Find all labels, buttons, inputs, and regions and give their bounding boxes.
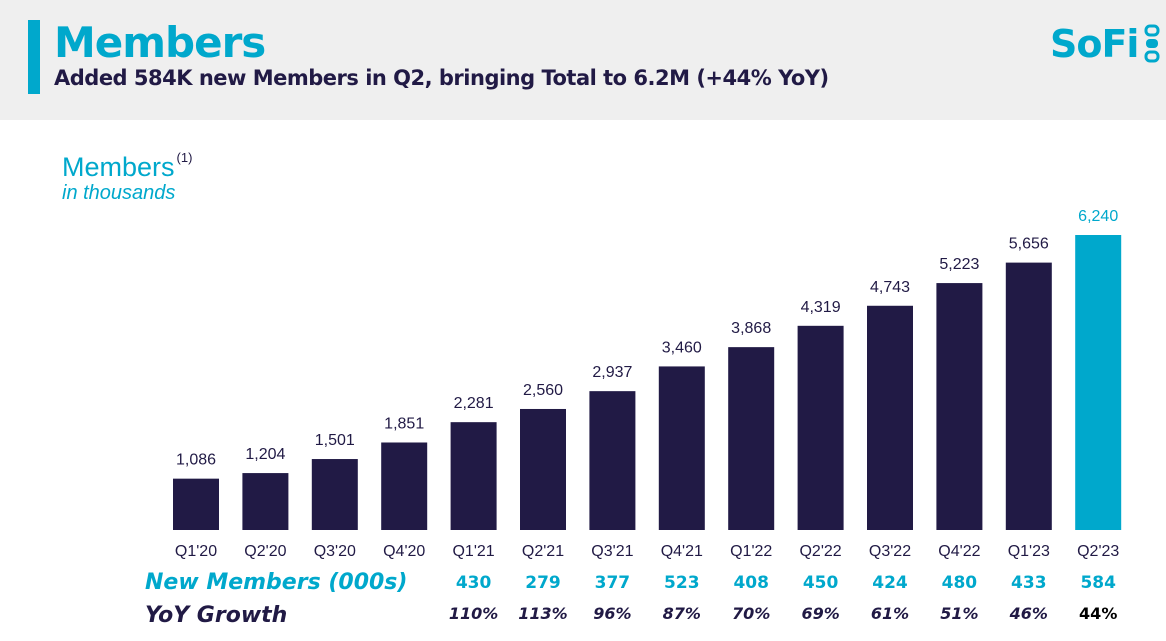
bar-Q2'20	[242, 473, 289, 530]
bar-Q2'22	[797, 325, 844, 530]
bar-Q4'22	[936, 283, 983, 530]
value-label-Q3'20: 1,501	[315, 432, 355, 449]
yoy-growth-value-Q1'22: 70%	[732, 604, 770, 623]
new-members-value-Q1'22: 408	[733, 573, 769, 593]
value-label-Q3'21: 2,937	[592, 364, 632, 381]
page-title: Members	[54, 18, 266, 67]
value-label-Q1'22: 3,868	[731, 320, 771, 337]
yoy-growth-value-Q4'21: 87%	[663, 604, 701, 623]
chart-title: Members (1)	[62, 150, 193, 182]
value-label-Q4'20: 1,851	[384, 415, 424, 432]
logo-text: SoFi	[1050, 22, 1139, 66]
new-members-value-Q2'21: 279	[525, 573, 561, 593]
x-tick-label-Q2'20: Q2'20	[244, 543, 286, 560]
bar-Q3'21	[589, 391, 636, 530]
value-label-Q4'21: 3,460	[662, 339, 702, 356]
yoy-growth-value-Q2'21: 113%	[518, 604, 567, 623]
x-tick-label-Q4'20: Q4'20	[383, 543, 425, 560]
x-tick-label-Q1'21: Q1'21	[452, 543, 494, 560]
bar-Q4'21	[658, 366, 705, 530]
new-members-value-Q3'21: 377	[595, 573, 631, 593]
new-members-value-Q4'21: 523	[664, 573, 700, 593]
value-label-Q1'23: 5,656	[1009, 236, 1049, 253]
bar-Q4'20	[381, 442, 428, 530]
value-label-Q3'22: 4,743	[870, 279, 910, 296]
new-members-value-Q4'22: 480	[942, 573, 978, 593]
new-members-row-label: New Members (000s)	[145, 570, 408, 595]
yoy-growth-value-Q2'22: 69%	[801, 604, 839, 623]
value-label-Q2'20: 1,204	[245, 446, 285, 463]
bar-Q2'23	[1075, 235, 1122, 530]
value-label-Q2'22: 4,319	[801, 299, 841, 316]
yoy-growth-value-Q3'22: 61%	[871, 604, 909, 623]
x-tick-label-Q4'21: Q4'21	[661, 543, 703, 560]
yoy-growth-row-label: YoY Growth	[145, 603, 288, 628]
sofi-logo: SoFi	[1050, 22, 1160, 66]
new-members-value-Q1'23: 433	[1011, 573, 1047, 593]
bar-Q1'21	[450, 422, 497, 530]
x-tick-label-Q1'23: Q1'23	[1008, 543, 1050, 560]
new-members-value-Q2'22: 450	[803, 573, 839, 593]
yoy-growth-value-Q1'23: 46%	[1009, 604, 1048, 623]
x-tick-label-Q3'22: Q3'22	[869, 543, 911, 560]
bar-Q1'22	[728, 347, 775, 530]
x-tick-label-Q2'21: Q2'21	[522, 543, 564, 560]
x-tick-label-Q3'21: Q3'21	[591, 543, 633, 560]
chart-unit-label: in thousands	[62, 182, 176, 204]
value-label-Q1'20: 1,086	[176, 452, 216, 469]
new-members-value-Q1'21: 430	[456, 573, 492, 593]
new-members-value-Q2'23: 584	[1080, 573, 1116, 593]
value-label-Q2'23: 6,240	[1078, 208, 1118, 225]
x-tick-label-Q2'22: Q2'22	[799, 543, 841, 560]
bar-Q1'20	[173, 478, 219, 530]
chart-title-footnote: (1)	[176, 150, 193, 165]
bar-Q3'22	[867, 305, 913, 530]
sofi-logo-icon	[1144, 24, 1160, 63]
new-members-value-Q3'22: 424	[872, 573, 908, 593]
yoy-growth-value-Q1'21: 110%	[449, 604, 498, 623]
x-tick-label-Q4'22: Q4'22	[938, 543, 980, 560]
x-tick-label-Q1'20: Q1'20	[175, 543, 217, 560]
bar-Q1'23	[1005, 262, 1052, 530]
value-label-Q4'22: 5,223	[939, 256, 979, 273]
value-label-Q1'21: 2,281	[454, 395, 494, 412]
x-tick-label-Q1'22: Q1'22	[730, 543, 772, 560]
page-subtitle: Added 584K new Members in Q2, bringing T…	[54, 66, 829, 90]
header: Members Added 584K new Members in Q2, br…	[0, 0, 1166, 120]
yoy-growth-value-Q4'22: 51%	[940, 604, 978, 623]
value-label-Q2'21: 2,560	[523, 382, 563, 399]
bar-Q2'21	[520, 408, 566, 530]
yoy-growth-value-Q3'21: 96%	[593, 604, 631, 623]
title-accent-bar	[28, 20, 40, 94]
yoy-growth-value-Q2'23: 44%	[1079, 604, 1117, 623]
x-tick-label-Q3'20: Q3'20	[314, 543, 356, 560]
bar-Q3'20	[311, 459, 358, 530]
x-tick-label-Q2'23: Q2'23	[1077, 543, 1119, 560]
